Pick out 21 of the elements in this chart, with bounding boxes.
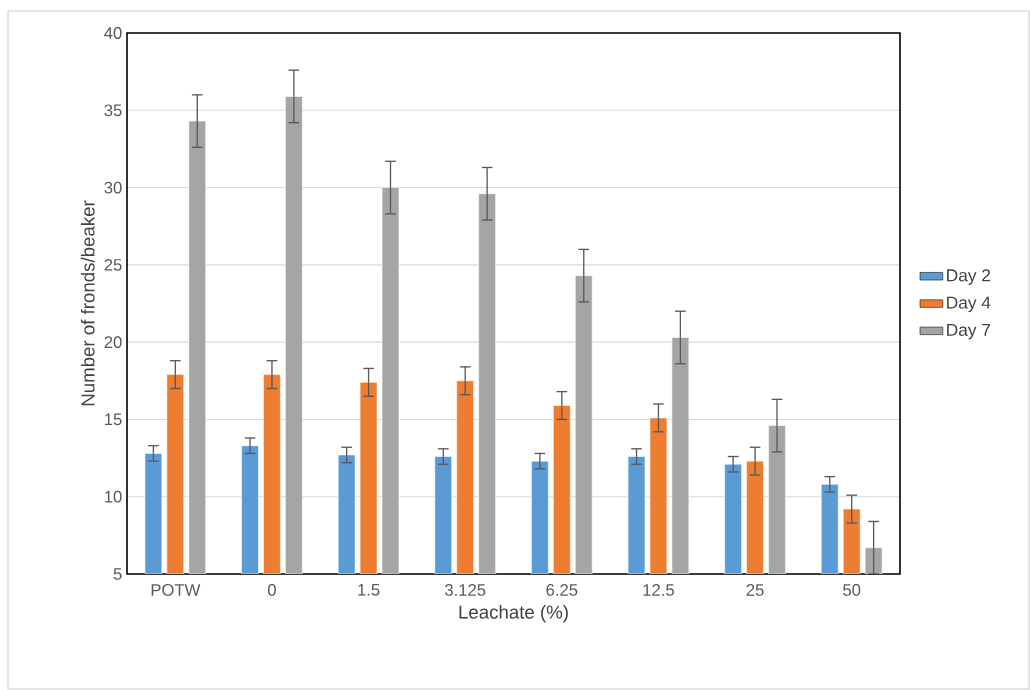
x-tick-label: 3.125 [444,584,486,596]
y-tick-label: 35 [104,104,122,117]
y-tick-label: 25 [104,258,122,271]
x-tick-label: 1.5 [358,584,380,596]
x-tick-label: 25 [746,584,764,596]
legend-label: Day 4 [947,296,991,313]
y-tick-label: 20 [104,336,122,349]
x-tick-label: 0 [267,584,276,596]
x-tick-label: 50 [843,584,861,596]
x-tick-label: 12.5 [643,584,674,596]
x-axis-title: Leachate (%) [459,604,568,623]
y-tick-label: 40 [104,27,122,39]
legend-label: Day 2 [947,269,991,285]
x-tick-label: POTW [151,584,201,596]
y-tick-label: 30 [104,181,122,194]
y-tick-label: 5 [113,568,122,580]
y-tick-label: 10 [105,490,122,503]
x-tick-label: 6.25 [546,584,578,596]
y-axis-title: Number of fronds/beaker [80,200,95,406]
y-tick-label: 15 [105,413,122,426]
legend-label: Day 7 [947,323,991,340]
